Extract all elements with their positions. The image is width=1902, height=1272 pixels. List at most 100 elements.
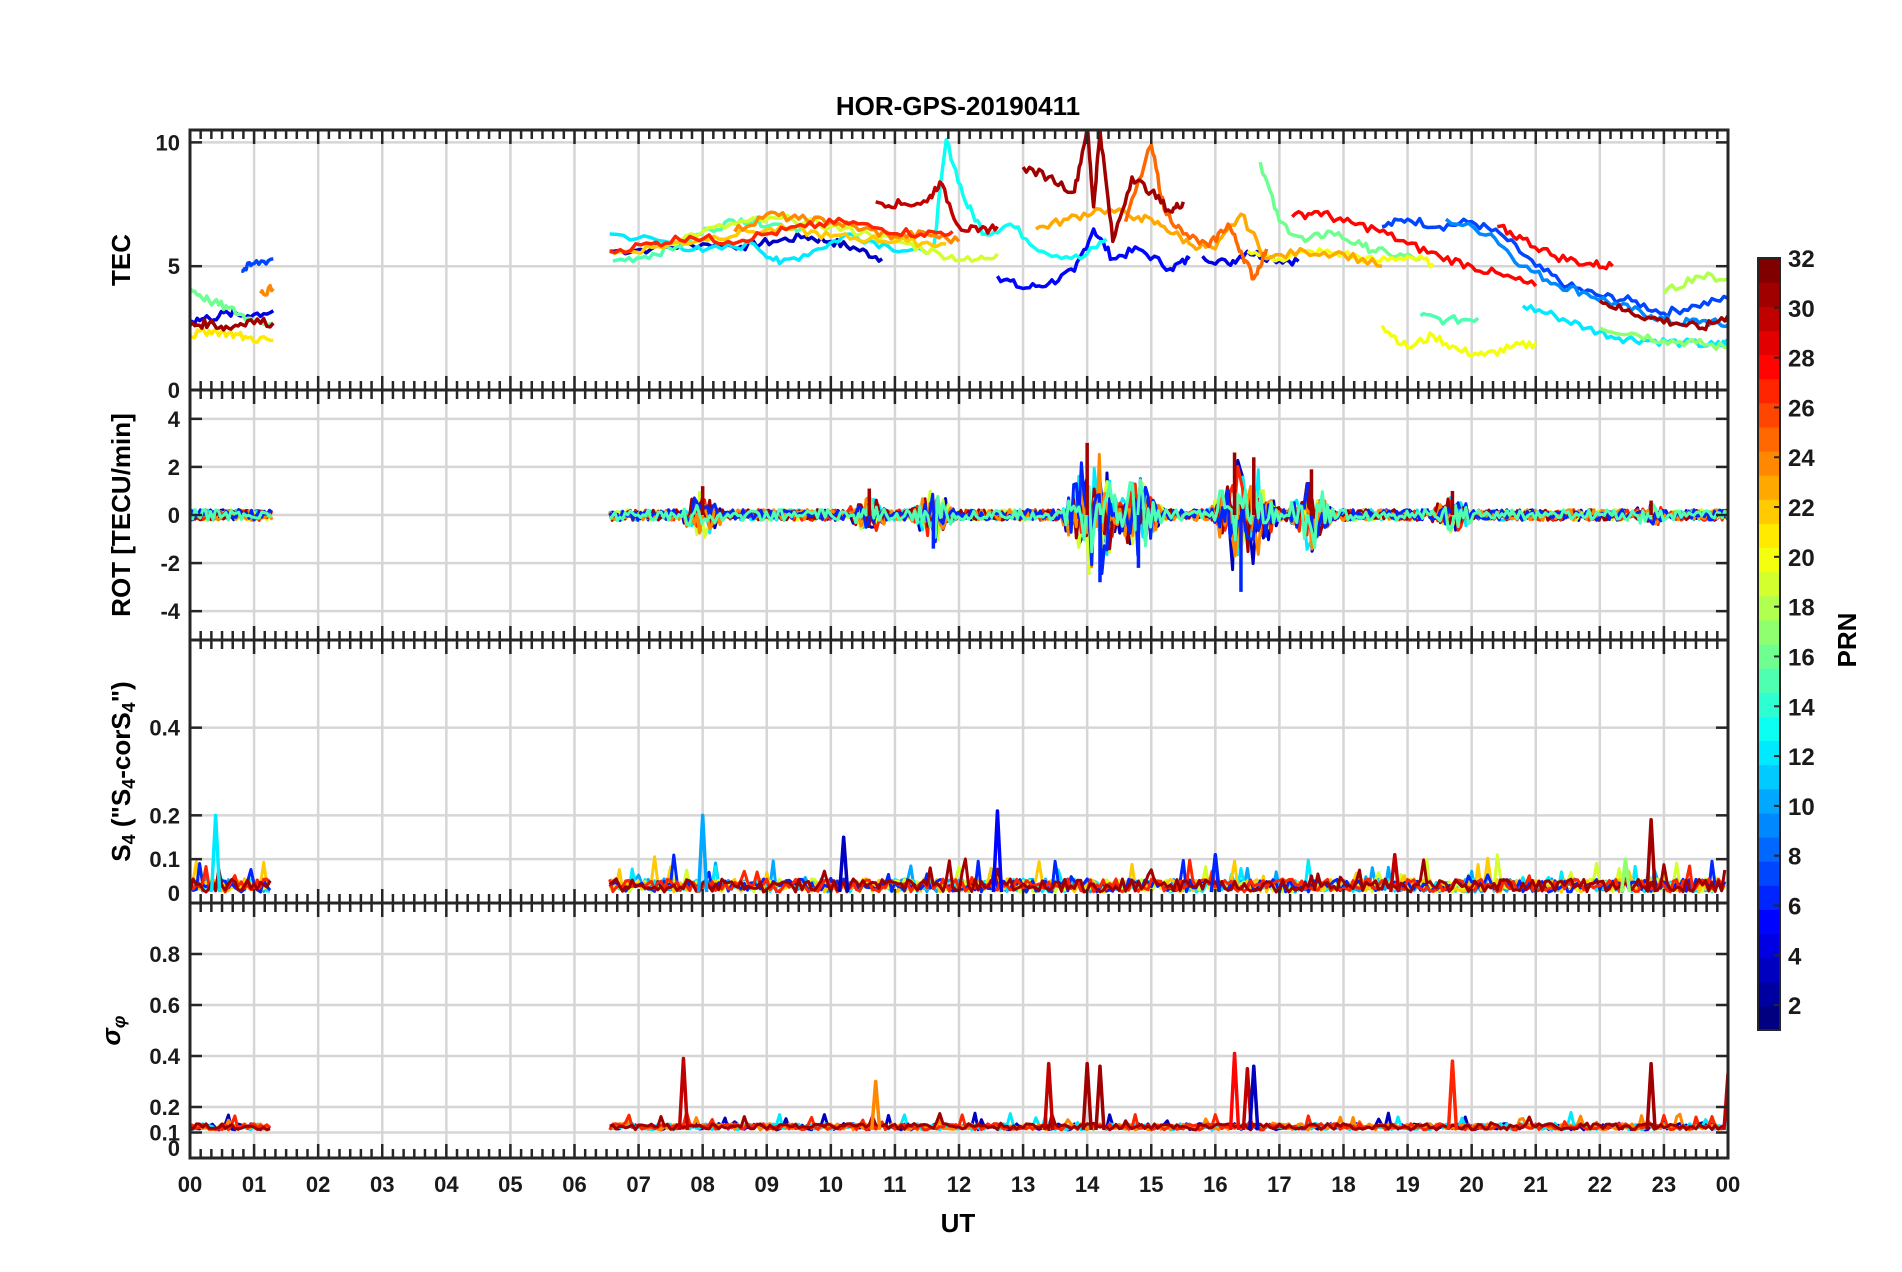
series-prn-30	[875, 180, 999, 235]
spike-prn-6	[1209, 853, 1222, 893]
series-prn-24	[259, 283, 275, 297]
y-tick-label: 0.4	[149, 1044, 180, 1069]
x-tick-label: 19	[1395, 1172, 1419, 1197]
series-prn-18	[1662, 271, 1728, 295]
x-tick-label: 00	[1716, 1172, 1740, 1197]
x-tick-label: 06	[562, 1172, 586, 1197]
series-prn-31	[608, 857, 1727, 894]
series-prn-17	[1599, 326, 1728, 351]
ticks-rot	[188, 390, 1730, 640]
colorbar-segment	[1758, 788, 1780, 814]
spike-prn-31	[1645, 1061, 1657, 1131]
series-prn-4	[190, 307, 275, 325]
x-tick-label: 12	[947, 1172, 971, 1197]
colorbar-segment	[1758, 764, 1780, 790]
x-tick-label: 22	[1588, 1172, 1612, 1197]
y-tick-label: 0.8	[149, 942, 180, 967]
data-tec	[190, 130, 1728, 358]
colorbar-tick-label: 18	[1788, 595, 1815, 622]
spike-prn-28	[1228, 1051, 1241, 1131]
x-tick-label: 08	[690, 1172, 714, 1197]
phi-part: φ	[109, 1015, 129, 1028]
y-tick-label: 0.1	[149, 847, 180, 872]
y-tick-label: 5	[168, 254, 180, 279]
colorbar-segment	[1758, 861, 1780, 886]
series-prn-31	[1598, 299, 1728, 332]
sigma-part: σ	[96, 1026, 126, 1045]
colorbar-segment	[1758, 451, 1780, 476]
spike-prn-3	[1248, 1064, 1260, 1131]
colorbar-tick-label: 28	[1788, 346, 1815, 373]
series-prn-31	[609, 1112, 1726, 1132]
s4-label-part: 4	[119, 834, 139, 844]
colorbar-tick-label: 16	[1788, 644, 1815, 671]
colorbar-segment	[1758, 692, 1780, 717]
panel-rot: -4 -2 0 2 4 ROT [TECU/min]	[106, 388, 1730, 642]
x-tick-label: 23	[1652, 1172, 1676, 1197]
series-prn-15	[190, 508, 273, 522]
y-tick-label: 0	[168, 503, 180, 528]
colorbar-tick-label: 6	[1788, 893, 1801, 920]
series-prn-28	[1290, 209, 1538, 288]
x-tick-label: 07	[626, 1172, 650, 1197]
s4-label-part: -corS	[106, 712, 136, 778]
series-prn-31	[190, 316, 275, 332]
ticks-tec	[188, 130, 1730, 392]
y-tick-label: 0.2	[149, 803, 180, 828]
series-prn-15	[1419, 311, 1480, 326]
x-tick-label: 16	[1203, 1172, 1227, 1197]
s4-label-part: 4	[119, 702, 139, 712]
s4-label-part: S	[106, 844, 136, 861]
colorbar-segment	[1758, 740, 1780, 766]
series-prn-31	[1021, 130, 1185, 244]
colorbar-tick-label: 22	[1788, 495, 1815, 522]
colorbar-segment	[1758, 812, 1780, 838]
y-tick-label: -2	[160, 551, 180, 576]
spike-prn-5	[991, 809, 1004, 893]
colorbar-segment	[1758, 571, 1780, 597]
series-prn-13	[931, 138, 1108, 261]
series-prn-31	[190, 1122, 271, 1132]
colorbar-tick-label: 30	[1788, 296, 1815, 323]
series-prn-20	[1380, 324, 1538, 358]
colorbar-segment	[1758, 933, 1780, 959]
colorbar-tick-label: 8	[1788, 844, 1801, 871]
colorbar-segment	[1758, 523, 1780, 549]
series-prn-7	[241, 257, 274, 273]
x-tick-label: 00	[178, 1172, 202, 1197]
ticks-sigma_phi	[188, 903, 1730, 1160]
series-prn-23	[1034, 207, 1383, 268]
spike-prn-10	[696, 813, 709, 893]
x-tick-label: 11	[883, 1172, 906, 1197]
x-tick-label: 01	[242, 1172, 266, 1197]
ticks-s4	[188, 640, 1730, 905]
y-axis-label-tec: TEC	[106, 234, 136, 286]
spike-prn-30	[1722, 1072, 1728, 1131]
spike-prn-30	[677, 1056, 690, 1131]
colorbar-segment	[1758, 957, 1780, 983]
colorbar-segment	[1758, 378, 1780, 404]
y-tick-label: 2	[168, 455, 180, 480]
colorbar-tick-label: 10	[1788, 794, 1815, 821]
spike-prn-31	[1645, 817, 1657, 893]
spike-prn-3	[837, 835, 850, 893]
data-sigma_phi	[190, 1051, 1728, 1132]
series-prn-25	[1123, 143, 1269, 281]
colorbar-segment	[1758, 885, 1780, 910]
colorbar-segment	[1758, 282, 1780, 307]
colorbar-segment	[1758, 306, 1780, 331]
x-tick-label: 09	[755, 1172, 779, 1197]
colorbar-segment	[1758, 595, 1780, 621]
chart-title: HOR-GPS-20190411	[836, 91, 1080, 121]
y-tick-label: 0.6	[149, 993, 180, 1018]
x-tick-label: 21	[1524, 1172, 1548, 1197]
x-axis: 00 01 02 03 04 05 06 07 08 09 10 11 12 13 14 15 16 17 18 19…	[178, 1172, 1740, 1197]
colorbar-segment	[1758, 1005, 1780, 1031]
colorbar-tick-label: 14	[1788, 694, 1815, 721]
series-prn-5	[995, 227, 1191, 291]
spike-prn-27	[1446, 1059, 1459, 1131]
colorbar-segment	[1758, 354, 1780, 380]
colorbar-label: PRN	[1832, 613, 1862, 668]
x-axis-label: UT	[941, 1208, 976, 1238]
